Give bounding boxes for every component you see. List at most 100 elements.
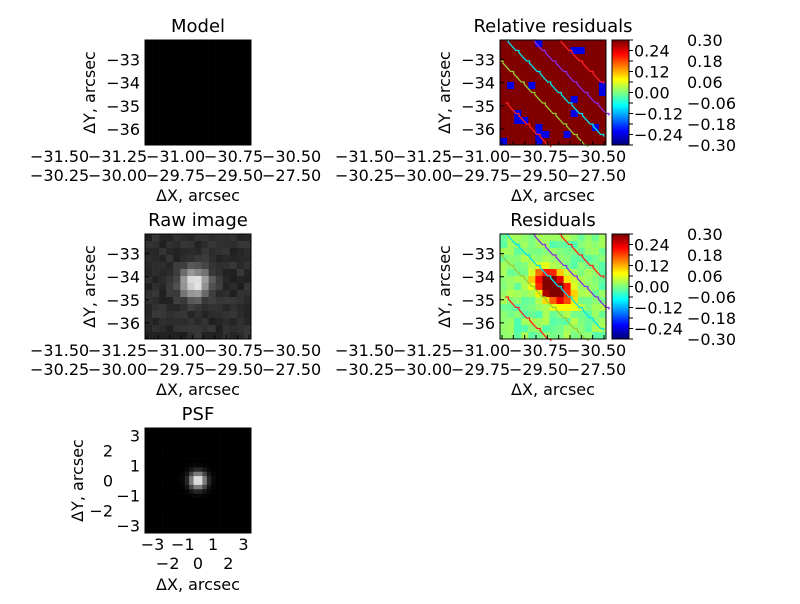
pixel [577,75,586,83]
pixel [229,276,238,284]
pixel [171,471,177,477]
pixel [598,61,607,69]
pixel [149,484,155,490]
pixel [215,511,221,516]
pixel [514,262,522,270]
pixel [189,489,194,494]
pixel [514,68,522,76]
pixel [149,489,155,494]
pixel [193,480,199,486]
pixel [542,283,550,291]
pixel [215,304,224,312]
pixel [591,131,600,139]
colorbar-segment [612,73,629,76]
pixel [220,428,225,433]
pixel [159,131,167,139]
pixel [173,103,181,111]
pixel [180,138,188,146]
pixel [162,445,168,451]
pixel [549,241,557,249]
pixel [228,449,234,455]
pixel [224,489,230,494]
pixel [591,234,600,242]
colorbar-segment [612,69,629,72]
pixel [202,454,208,459]
pixel [246,528,252,534]
colorbar-tick-label: 0.18 [687,246,723,265]
pixel [201,110,209,118]
pixel [507,54,515,62]
pixel [563,304,571,312]
pixel [194,124,202,132]
pixel [198,467,203,473]
pixel [180,241,188,249]
pixel [145,117,153,125]
pixel [521,117,529,125]
pixel [222,96,231,104]
pixel [528,138,536,146]
pixel [500,325,508,333]
pixel [237,502,243,508]
pixel [507,234,515,242]
pixel [549,332,557,340]
x-axis-label: ΔX, arcsec [156,575,240,594]
pixel [145,511,150,516]
pixel [153,502,159,508]
pixel [222,54,231,62]
pixel [175,515,181,521]
pixel [500,110,508,118]
colorbar-segment [612,300,629,303]
pixel [500,269,508,277]
pixel [237,436,243,442]
pixel [162,441,168,446]
pixel [194,276,202,284]
pixel [521,311,529,319]
pixel [233,480,239,486]
pixel [202,476,208,481]
pixel [243,276,252,284]
pixel [171,476,177,481]
pixel [206,480,212,486]
pixel [145,515,150,521]
pixel [187,131,195,139]
pixel [215,449,221,455]
x-tick-label: −31.50 [30,341,89,360]
pixel [215,47,224,55]
pixel [584,276,593,284]
y-tick-label: 0 [103,472,113,491]
pixel [598,311,607,319]
pixel [215,138,224,146]
pixel [149,515,155,521]
pixel [173,241,181,249]
pixel [542,68,550,76]
pixel [180,40,188,48]
pixel [166,262,174,270]
pixel [167,454,172,459]
pixel [145,332,153,340]
colorbar-segment [612,40,629,43]
pixel [591,304,600,312]
pixel [159,290,167,298]
pixel [549,124,557,132]
pixel [194,82,202,90]
pixel [549,54,557,62]
pixel [201,311,209,319]
pixel [198,432,203,438]
colorbar-segment [612,251,629,254]
colorbar-segment [612,118,629,121]
pixel [175,445,181,451]
pixel [202,436,208,442]
pixel [549,318,557,326]
pixel [159,61,167,69]
pixel [189,454,194,459]
pixel [528,131,536,139]
pixel [228,515,234,521]
pixel [224,471,230,477]
pixel [521,283,529,291]
pixel [224,493,230,499]
colorbar-segment [612,248,629,251]
pixel [556,75,564,83]
pixel [521,61,529,69]
pixel [211,511,216,516]
pixel [229,40,238,48]
